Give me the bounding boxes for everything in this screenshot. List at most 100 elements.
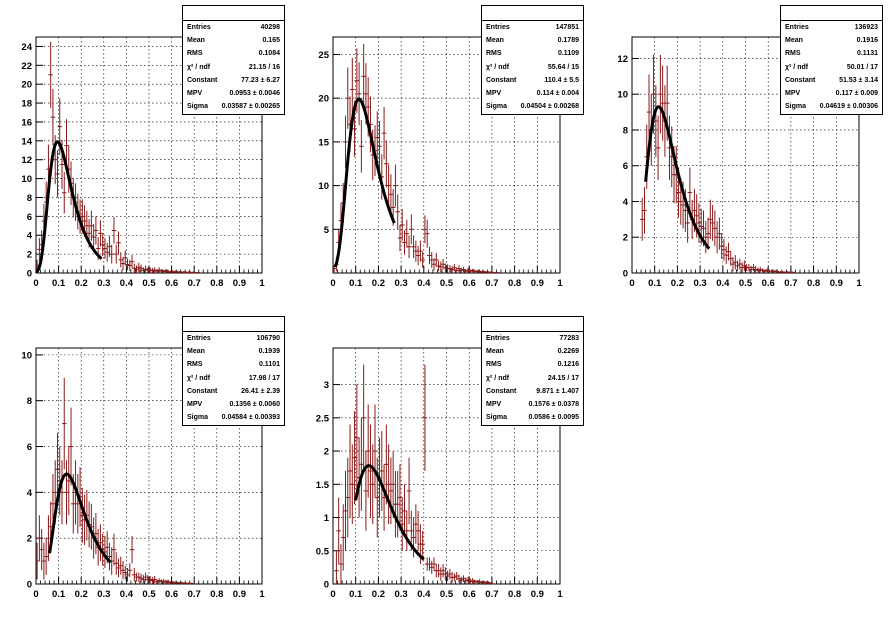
stats-value: 9.871 ± 1.407: [536, 387, 579, 395]
data-point: [436, 564, 441, 578]
data-point: [359, 120, 364, 173]
stats-row: Constant 110.4 ± 5.5: [482, 74, 583, 87]
x-tick-label: 0.5: [142, 278, 156, 289]
data-point: [111, 217, 117, 244]
stats-value: 0.0586 ± 0.0095: [528, 414, 579, 422]
stats-value: 24.15 / 17: [547, 374, 579, 382]
stats-label: Constant: [187, 76, 218, 84]
data-point: [361, 364, 366, 471]
x-tick-label: 0.4: [417, 278, 431, 289]
x-tick-label: 0.5: [440, 278, 454, 289]
data-point: [343, 470, 348, 551]
x-tick-label: 0.1: [52, 589, 66, 600]
data-point: [334, 550, 339, 584]
x-tick-label: 0.1: [349, 278, 363, 289]
stats-label: MPV: [486, 400, 502, 408]
stats-label: MPV: [187, 89, 203, 97]
stats-row: Constant 9.871 ± 1.407: [482, 385, 583, 398]
data-point: [150, 577, 155, 584]
data-point: [127, 563, 133, 578]
y-tick-label: 10: [21, 350, 32, 361]
y-tick-label: 6: [623, 161, 628, 172]
stats-label: χ² / ndf: [187, 63, 211, 71]
data-point: [445, 570, 450, 582]
data-point: [113, 244, 119, 264]
y-tick-label: 6: [27, 212, 32, 223]
y-tick-label: 0: [324, 580, 329, 591]
stats-label: RMS: [486, 50, 502, 58]
data-point: [730, 256, 736, 272]
x-tick-label: 0.7: [188, 589, 201, 600]
data-point: [93, 512, 99, 555]
stats-label: RMS: [187, 361, 203, 369]
stats-label: Sigma: [187, 103, 209, 111]
stats-value: 40298: [260, 24, 280, 31]
data-point: [104, 242, 110, 262]
data-point: [422, 364, 428, 471]
data-point: [415, 510, 421, 551]
data-point: [409, 214, 414, 245]
data-point: [431, 557, 437, 571]
x-tick-label: 1: [557, 589, 563, 600]
stats-row: Mean 0.2269: [482, 345, 583, 358]
x-tick-label: 0: [330, 589, 335, 600]
stats-row: χ² / ndf 50.01 / 17: [781, 61, 882, 74]
x-tick-label: 0: [33, 278, 38, 289]
data-point: [118, 252, 124, 268]
stats-box-title-row: [482, 6, 583, 21]
data-point: [379, 431, 385, 511]
data-point: [742, 260, 747, 272]
data-point: [120, 256, 126, 271]
y-tick-label: 8: [27, 193, 32, 204]
stats-value: 0.1131: [856, 50, 878, 58]
data-point: [406, 235, 412, 259]
data-point: [386, 444, 391, 525]
stats-label: χ² / ndf: [785, 63, 809, 71]
stats-value: 0.1216: [557, 361, 579, 369]
data-point: [470, 578, 475, 584]
stats-row: χ² / ndf 17.98 / 17: [183, 372, 284, 385]
data-point: [361, 43, 366, 109]
x-tick-label: 0: [33, 589, 38, 600]
data-point: [98, 524, 103, 562]
data-point: [46, 515, 51, 562]
data-point: [418, 240, 423, 262]
data-point: [397, 224, 403, 252]
stats-value: 51.53 ± 3.14: [839, 76, 878, 84]
data-point: [349, 57, 355, 121]
data-point: [427, 557, 432, 571]
data-point: [368, 424, 373, 518]
data-point: [113, 551, 119, 575]
y-tick-label: 2.5: [316, 413, 330, 424]
stats-value: 55.64 / 15: [547, 63, 579, 71]
stats-value: 136923: [854, 24, 878, 31]
data-point: [98, 220, 103, 247]
data-point: [436, 260, 441, 272]
stats-row: Mean 0.1789: [482, 34, 583, 47]
data-point: [495, 272, 500, 273]
y-tick-label: 8: [27, 396, 32, 407]
data-point: [349, 444, 355, 525]
data-point: [91, 223, 96, 251]
stats-label: Constant: [187, 387, 218, 395]
data-point: [37, 515, 42, 562]
data-point: [748, 265, 754, 273]
stats-label: Entries: [187, 24, 211, 31]
data-point: [721, 239, 727, 261]
x-tick-label: 0.1: [349, 589, 363, 600]
stats-label: Constant: [486, 76, 517, 84]
stats-value: 21.15 / 16: [248, 63, 280, 71]
data-point: [458, 576, 464, 584]
data-point: [424, 219, 430, 248]
data-point: [393, 164, 398, 207]
data-point: [427, 246, 432, 265]
data-point: [792, 272, 797, 273]
y-tick-label: 2: [623, 233, 628, 244]
stats-row: MPV 0.114 ± 0.004: [482, 87, 583, 100]
data-point: [719, 233, 724, 259]
y-tick-label: 18: [21, 99, 32, 110]
stats-row: Mean 0.1939: [183, 345, 284, 358]
stats-value: 0.1576 ± 0.0378: [528, 400, 579, 408]
stats-row: Constant 26.41 ± 2.39: [183, 385, 284, 398]
stats-label: Sigma: [486, 414, 508, 422]
